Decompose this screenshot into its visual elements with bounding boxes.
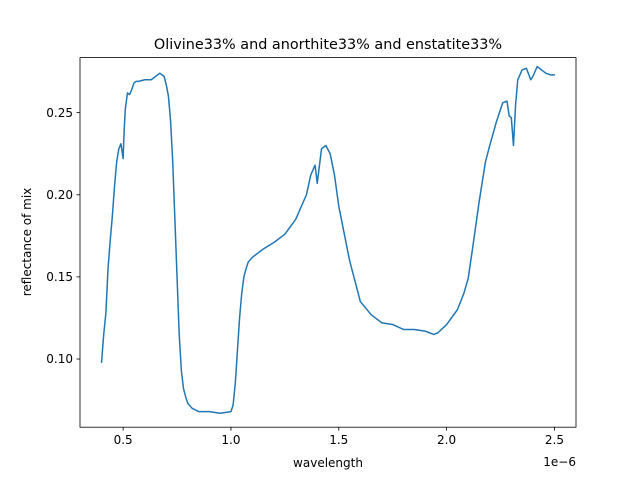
y-tick-label: 0.10	[46, 352, 73, 366]
x-axis: 0.5 1.0 1.5 2.0 2.5	[114, 427, 564, 447]
x-tick-label: 0.5	[114, 433, 133, 447]
x-axis-offset-label: 1e−6	[543, 455, 576, 469]
y-axis: 0.10 0.15 0.20 0.25	[46, 106, 80, 366]
x-axis-label: wavelength	[293, 456, 363, 470]
y-axis-label: reflectance of mix	[20, 188, 34, 297]
x-tick-label: 1.5	[329, 433, 348, 447]
y-tick-label: 0.20	[46, 188, 73, 202]
reflectance-series-line	[100, 65, 556, 414]
chart-title: Olivine33% and anorthite33% and enstatit…	[154, 37, 502, 53]
x-tick-label: 1.0	[221, 433, 240, 447]
y-tick-label: 0.25	[46, 106, 73, 120]
x-tick-label: 2.5	[545, 433, 564, 447]
x-tick-label: 2.0	[437, 433, 456, 447]
plot-area	[79, 57, 577, 428]
y-tick-label: 0.15	[46, 270, 73, 284]
